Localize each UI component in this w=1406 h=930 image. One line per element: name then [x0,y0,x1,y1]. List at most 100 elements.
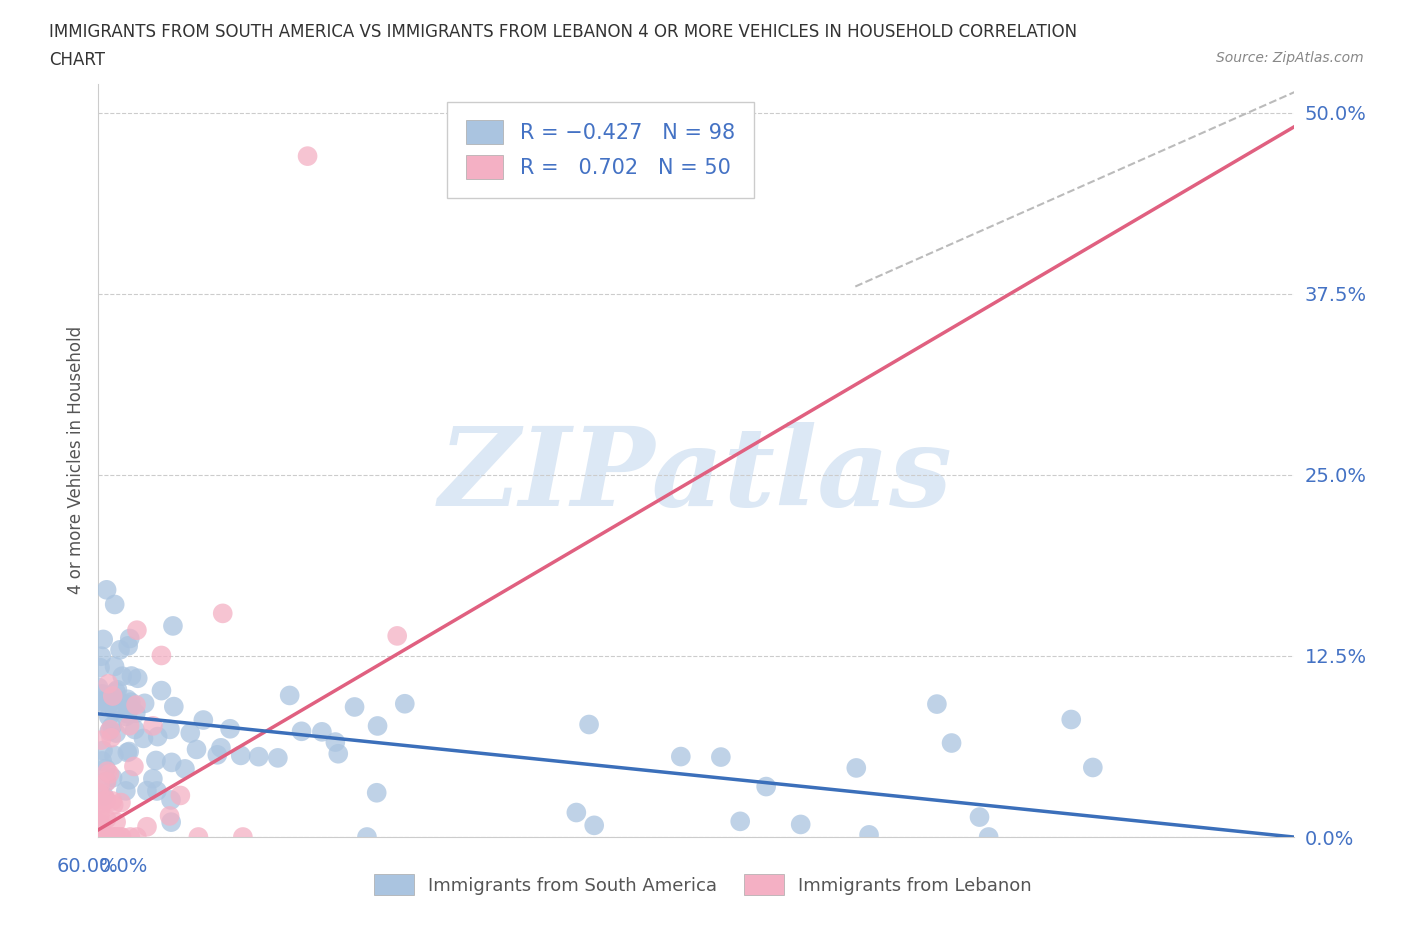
Point [977,830,1000,844]
Point [100,730,122,745]
Point [96,764,118,778]
Point [117,692,139,707]
Point [125,698,148,712]
Text: 0.0%: 0.0% [98,857,148,876]
Point [101,719,124,734]
Point [136,819,159,834]
Point [97,710,120,724]
Point [97,676,120,691]
Point [110,830,132,844]
Point [267,751,290,765]
Point [150,648,173,663]
Point [89,809,111,824]
Point [103,748,125,763]
Point [98,766,121,781]
Point [89,805,111,820]
Point [297,149,319,164]
Point [789,817,811,831]
Point [145,753,167,768]
Point [87,680,110,695]
Point [187,830,209,844]
Point [328,746,350,761]
Point [98,724,121,738]
Point [87,830,110,844]
Point [356,830,378,844]
Point [125,623,148,638]
Point [120,695,142,710]
Point [87,786,110,801]
Point [90,649,112,664]
Point [103,703,125,718]
Legend: Immigrants from South America, Immigrants from Lebanon: Immigrants from South America, Immigrant… [367,867,1039,902]
Point [134,696,156,711]
Point [565,805,588,820]
Point [105,830,128,844]
Legend: R = −0.427   N = 98, R =   0.702   N = 50: R = −0.427 N = 98, R = 0.702 N = 50 [447,101,754,198]
Point [94,761,117,776]
Point [179,725,201,740]
Point [1081,760,1104,775]
Point [142,719,165,734]
Point [146,784,169,799]
Point [118,772,141,787]
Point [101,770,124,785]
Point [755,779,778,794]
Point [96,812,118,827]
Point [278,688,301,703]
Point [105,830,128,844]
Point [103,699,125,714]
Point [132,731,155,746]
Point [146,729,169,744]
Point [247,750,270,764]
Point [193,712,215,727]
Point [169,788,191,803]
Point [93,789,115,804]
Text: Source: ZipAtlas.com: Source: ZipAtlas.com [1216,51,1364,65]
Point [108,643,131,658]
Point [89,660,111,675]
Point [90,733,112,748]
Point [115,697,138,711]
Point [101,688,124,703]
Point [159,722,181,737]
Point [90,695,112,710]
Point [159,808,181,823]
Point [98,723,121,737]
Point [124,722,146,737]
Point [160,815,183,830]
Point [125,830,148,844]
Point [96,793,118,808]
Point [367,719,389,734]
Point [117,745,139,760]
Text: IMMIGRANTS FROM SOUTH AMERICA VS IMMIGRANTS FROM LEBANON 4 OR MORE VEHICLES IN H: IMMIGRANTS FROM SOUTH AMERICA VS IMMIGRA… [49,23,1077,41]
Point [845,761,868,776]
Point [136,783,159,798]
Point [162,618,184,633]
Point [107,683,129,698]
Point [103,830,125,844]
Point [1060,712,1083,727]
Text: 60.0%: 60.0% [56,857,118,876]
Point [117,638,139,653]
Point [211,606,233,621]
Point [97,830,120,844]
Point [111,830,134,844]
Point [941,736,963,751]
Point [385,629,409,644]
Point [160,755,183,770]
Point [91,743,114,758]
Point [100,830,122,844]
Point [91,632,114,647]
Point [120,830,142,844]
Point [578,717,600,732]
Point [96,775,118,790]
Point [160,792,183,807]
Point [207,748,229,763]
Point [118,631,141,646]
Point [710,750,733,764]
Text: ZIPatlas: ZIPatlas [439,421,953,529]
Text: CHART: CHART [49,51,105,69]
Point [669,750,692,764]
Point [101,793,124,808]
Point [103,659,125,674]
